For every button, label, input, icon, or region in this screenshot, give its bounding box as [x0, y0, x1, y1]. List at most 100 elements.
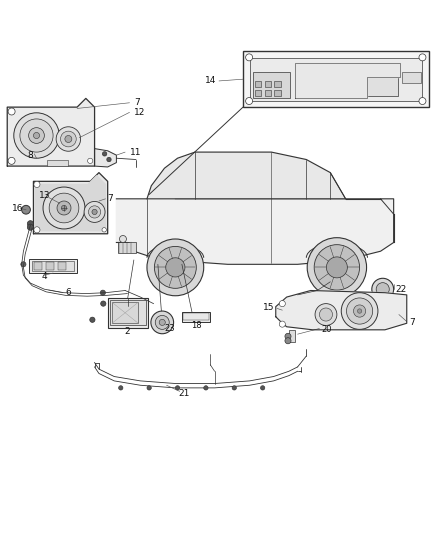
Circle shape [279, 321, 286, 327]
Circle shape [33, 133, 39, 139]
Text: 8: 8 [28, 151, 34, 160]
Circle shape [246, 98, 253, 104]
Circle shape [346, 298, 373, 324]
Circle shape [419, 98, 426, 104]
Circle shape [21, 205, 30, 214]
Circle shape [246, 54, 253, 61]
Circle shape [34, 227, 40, 233]
Bar [110, 300, 146, 326]
Circle shape [57, 201, 71, 215]
Text: 14: 14 [205, 76, 217, 85]
Text: 16: 16 [12, 204, 23, 213]
Circle shape [154, 246, 196, 288]
Circle shape [155, 316, 169, 329]
Circle shape [307, 238, 367, 297]
Circle shape [84, 201, 105, 222]
Circle shape [372, 278, 394, 300]
Text: 7: 7 [409, 318, 415, 327]
Bar [182, 312, 210, 321]
Bar [253, 72, 290, 99]
Circle shape [21, 262, 26, 267]
Circle shape [28, 128, 44, 143]
Circle shape [419, 54, 426, 61]
Circle shape [88, 158, 93, 164]
Polygon shape [33, 173, 108, 234]
Circle shape [147, 386, 151, 390]
Polygon shape [7, 99, 95, 166]
Circle shape [159, 319, 165, 326]
Bar [265, 90, 271, 96]
Bar [46, 262, 54, 270]
Text: 7: 7 [134, 98, 140, 107]
Circle shape [8, 108, 15, 115]
Bar [403, 72, 421, 83]
Text: 20: 20 [321, 325, 332, 334]
Circle shape [151, 311, 173, 334]
Circle shape [14, 113, 59, 158]
Polygon shape [295, 63, 400, 99]
Circle shape [285, 333, 291, 340]
Circle shape [353, 305, 366, 317]
Circle shape [261, 386, 265, 390]
Text: 12: 12 [134, 108, 145, 117]
Circle shape [319, 308, 332, 321]
Text: 6: 6 [66, 288, 71, 297]
Polygon shape [95, 149, 117, 167]
Bar [243, 51, 428, 107]
Circle shape [88, 206, 101, 218]
Text: 4: 4 [42, 272, 47, 281]
Polygon shape [35, 176, 106, 231]
Circle shape [285, 338, 291, 344]
Circle shape [20, 119, 53, 152]
Text: 11: 11 [130, 149, 141, 157]
Circle shape [376, 282, 389, 296]
Bar [118, 241, 136, 253]
Circle shape [357, 309, 362, 313]
Bar [255, 80, 261, 87]
Text: 13: 13 [39, 191, 51, 200]
Bar [58, 262, 66, 270]
Bar [265, 80, 271, 87]
Polygon shape [117, 199, 394, 264]
Text: 15: 15 [263, 303, 275, 312]
Text: 23: 23 [164, 324, 175, 333]
Circle shape [102, 152, 107, 156]
Circle shape [232, 386, 237, 390]
Circle shape [175, 386, 180, 390]
Circle shape [279, 301, 286, 306]
Polygon shape [276, 290, 407, 330]
Circle shape [27, 221, 33, 227]
Circle shape [90, 317, 95, 322]
Bar [108, 298, 148, 328]
Circle shape [27, 224, 33, 230]
Circle shape [107, 157, 111, 161]
Bar [250, 58, 422, 101]
Circle shape [101, 301, 106, 306]
Bar [46, 160, 68, 166]
Circle shape [61, 205, 67, 211]
Circle shape [341, 293, 378, 329]
Circle shape [43, 187, 85, 229]
Circle shape [34, 181, 40, 188]
Bar [367, 72, 398, 96]
Bar [275, 80, 281, 87]
Bar [275, 90, 281, 96]
Circle shape [119, 386, 123, 390]
Circle shape [65, 135, 72, 142]
Circle shape [315, 304, 337, 326]
Text: 7: 7 [108, 195, 113, 203]
Polygon shape [147, 152, 346, 199]
Bar [34, 262, 42, 270]
Bar [289, 330, 295, 342]
Bar [112, 302, 138, 323]
Circle shape [204, 386, 208, 390]
Circle shape [56, 127, 81, 151]
Text: 21: 21 [178, 389, 190, 398]
Bar [183, 313, 208, 320]
Circle shape [49, 193, 79, 223]
Circle shape [120, 236, 127, 243]
Circle shape [102, 228, 106, 232]
Circle shape [326, 257, 347, 278]
Circle shape [92, 209, 97, 215]
Circle shape [100, 290, 106, 295]
